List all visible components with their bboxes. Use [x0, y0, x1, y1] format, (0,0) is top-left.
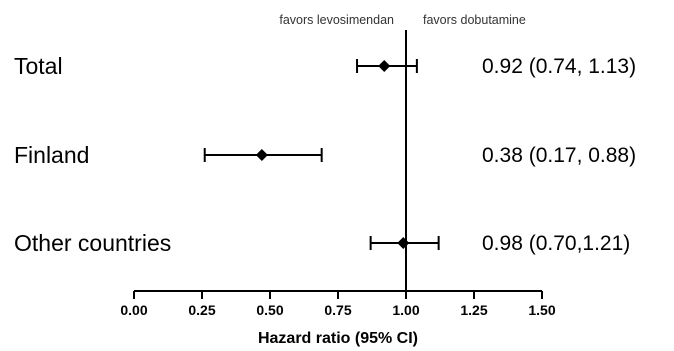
- annotation-right: favors dobutamine: [423, 13, 526, 27]
- forest-row: Total 0.92 (0.74, 1.13): [14, 53, 636, 79]
- estimate-label: 0.92 (0.74, 1.13): [482, 55, 636, 78]
- x-tick-label: 1.25: [460, 302, 487, 318]
- estimate-label: 0.98 (0.70,1.21): [482, 232, 630, 255]
- x-tick-label: 0.25: [188, 302, 215, 318]
- x-tick-label: 0.00: [120, 302, 147, 318]
- x-tick-label: 0.50: [256, 302, 283, 318]
- forest-row: Other countries 0.98 (0.70,1.21): [14, 230, 630, 256]
- x-tick-label: 0.75: [324, 302, 351, 318]
- row-label: Other countries: [14, 230, 171, 256]
- point-estimate-marker: [397, 237, 410, 249]
- forest-rows: Total 0.92 (0.74, 1.13) Finland 0.38 (0.17,…: [14, 53, 636, 256]
- row-label: Finland: [14, 142, 89, 168]
- point-estimate-marker: [255, 149, 268, 161]
- x-axis-ticks: 0.00 0.25 0.50 0.75 1.00 1.25 1.50: [120, 291, 556, 318]
- annotation-left: favors levosimendan: [279, 13, 394, 27]
- forest-row: Finland 0.38 (0.17, 0.88): [14, 142, 636, 168]
- x-tick-label: 1.50: [528, 302, 555, 318]
- row-label: Total: [14, 53, 63, 79]
- x-axis-title: Hazard ratio (95% CI): [258, 330, 418, 347]
- x-tick-label: 1.00: [392, 302, 419, 318]
- point-estimate-marker: [378, 60, 391, 72]
- estimate-label: 0.38 (0.17, 0.88): [482, 144, 636, 167]
